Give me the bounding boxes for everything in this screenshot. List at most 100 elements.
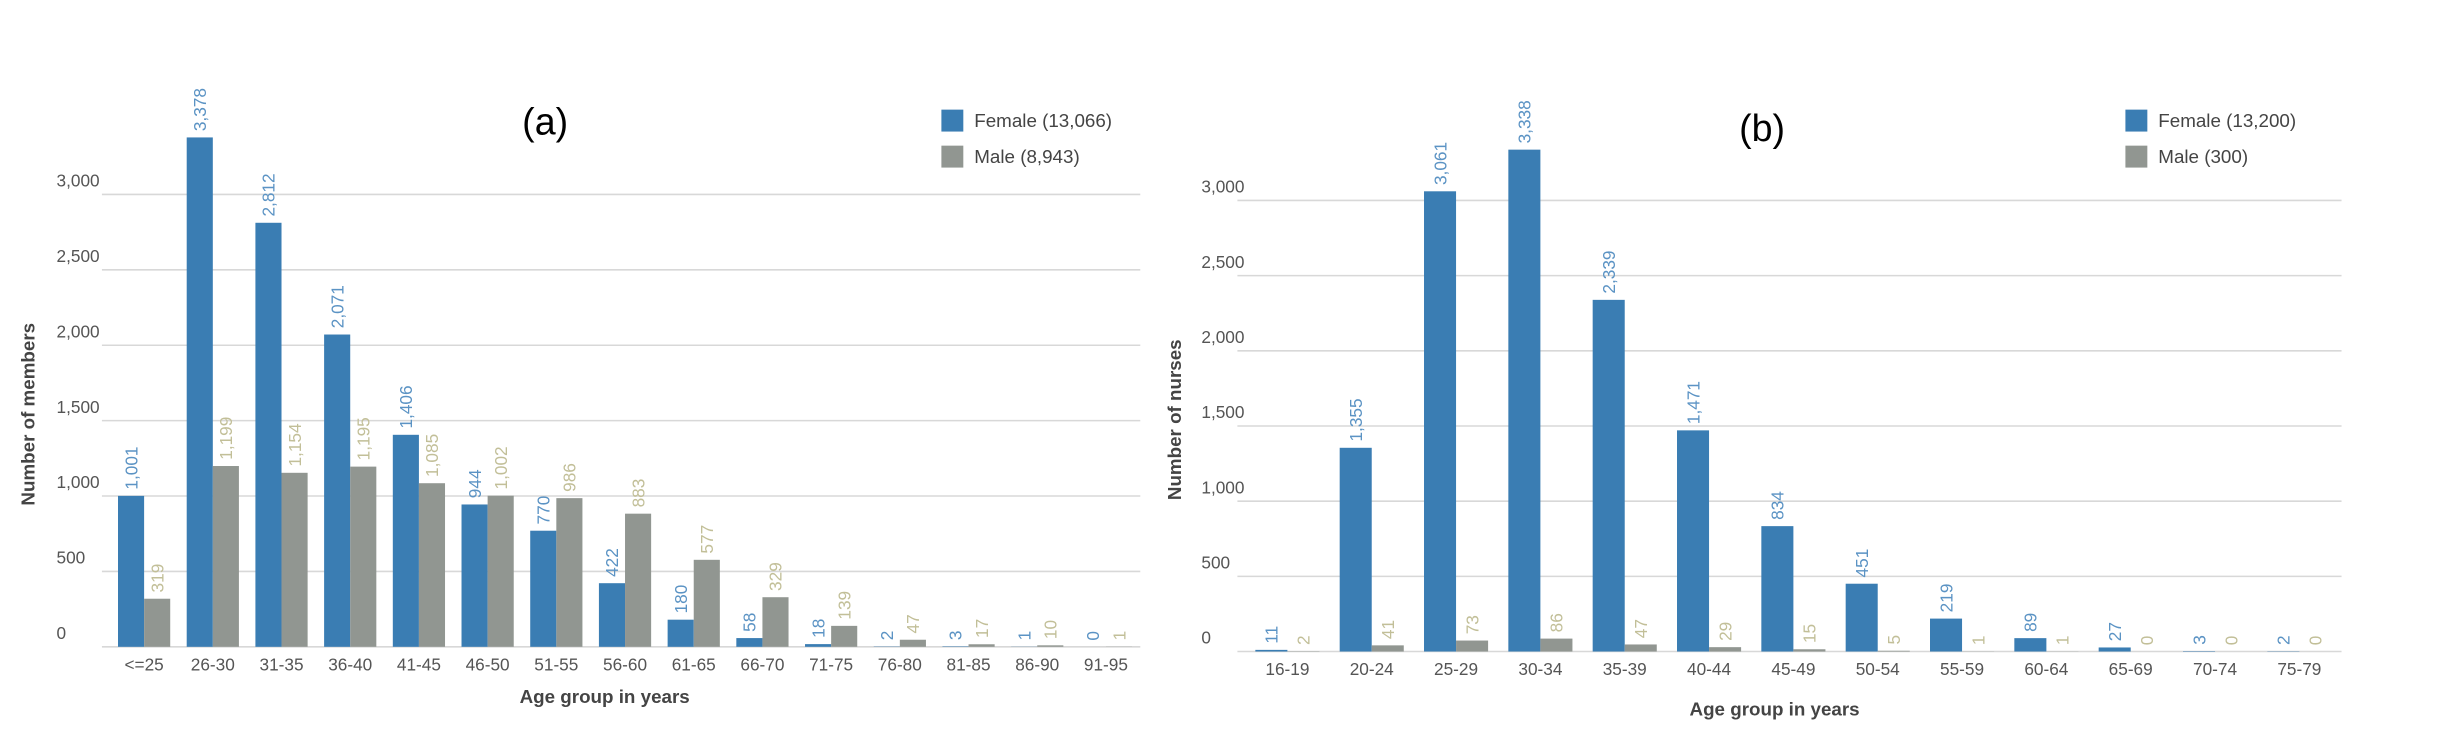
value-label: 41 (1378, 620, 1398, 639)
value-label: 15 (1800, 624, 1820, 643)
x-tick-label: 45-49 (1771, 659, 1815, 679)
y-tick-label: 1,500 (1201, 402, 1244, 422)
x-axis-label: Age group in years (1690, 699, 1860, 720)
value-label: 1,471 (1683, 381, 1703, 424)
x-tick-label: <=25 (124, 654, 163, 674)
x-tick-label: 71-75 (809, 654, 853, 674)
annotation: (a) (522, 101, 568, 143)
value-label: 47 (1631, 619, 1651, 638)
value-label: 0 (2137, 636, 2157, 646)
bar (530, 530, 557, 647)
value-label: 2,071 (327, 285, 347, 328)
bar (556, 498, 583, 647)
value-label: 0 (2306, 636, 2326, 646)
chart: 05001,0001,5002,0002,5003,000<=251,00131… (18, 88, 1141, 707)
bar (625, 513, 652, 647)
value-label: 577 (697, 525, 717, 554)
value-label: 1,406 (396, 385, 416, 428)
value-label: 986 (560, 463, 580, 492)
x-tick-label: 60-64 (2024, 659, 2068, 679)
bar (667, 619, 694, 647)
value-label: 1 (1014, 631, 1034, 641)
y-tick-label: 2,000 (1201, 327, 1244, 347)
x-tick-label: 20-24 (1350, 659, 1394, 679)
bar (1877, 650, 1910, 652)
bar (487, 495, 514, 647)
bar (831, 625, 858, 647)
value-label: 86 (1547, 613, 1567, 632)
x-tick-label: 61-65 (672, 654, 716, 674)
value-label: 770 (534, 496, 554, 525)
x-tick-label: 65-69 (2109, 659, 2153, 679)
bar (1592, 299, 1625, 652)
x-tick-label: 86-90 (1015, 654, 1059, 674)
x-tick-label: 75-79 (2277, 659, 2321, 679)
x-tick-label: 66-70 (740, 654, 784, 674)
value-label: 3 (2189, 635, 2209, 645)
value-label: 29 (1715, 622, 1735, 641)
x-tick-label: 50-54 (1856, 659, 1900, 679)
y-tick-label: 2,500 (1201, 252, 1244, 272)
x-tick-label: 91-95 (1084, 654, 1128, 674)
x-tick-label: 46-50 (466, 654, 510, 674)
legend-swatch (941, 145, 964, 168)
bar (1037, 645, 1064, 647)
y-tick-label: 1,000 (1201, 477, 1244, 497)
bar (1624, 644, 1657, 652)
y-tick-label: 500 (1201, 553, 1230, 573)
value-label: 319 (147, 564, 167, 593)
x-tick-label: 36-40 (328, 654, 372, 674)
value-label: 1,002 (491, 446, 511, 489)
legend-label: Male (300) (2158, 146, 2248, 167)
bar (1339, 447, 1372, 652)
value-label: 2 (2274, 635, 2294, 645)
legend-swatch (2125, 145, 2148, 168)
bar (1761, 526, 1794, 652)
x-tick-label: 25-29 (1434, 659, 1478, 679)
value-label: 5 (1884, 635, 1904, 645)
legend-swatch (941, 109, 964, 132)
annotation: (b) (1739, 107, 1785, 149)
value-label: 27 (2105, 622, 2125, 641)
bar (392, 434, 419, 647)
value-label: 180 (671, 585, 691, 614)
value-label: 2,812 (259, 173, 279, 216)
bar (1424, 191, 1457, 652)
value-label: 1,195 (354, 417, 374, 460)
x-tick-label: 26-30 (191, 654, 235, 674)
value-label: 3,378 (190, 88, 210, 131)
y-tick-label: 2,500 (57, 246, 100, 266)
bar (693, 559, 720, 647)
value-label: 1 (1968, 636, 1988, 646)
value-label: 73 (1462, 615, 1482, 634)
value-label: 2 (877, 631, 897, 641)
value-label: 11 (1262, 626, 1282, 644)
value-label: 58 (740, 613, 760, 632)
value-label: 3,338 (1515, 100, 1535, 143)
chart: 0 500 1,000 1,500 2,000 2,500 3,000 16-19 11 2 20-… (1164, 100, 2342, 720)
bar (418, 483, 446, 647)
bar (118, 495, 145, 647)
y-tick-label: 0 (57, 623, 67, 643)
bar (212, 466, 239, 647)
x-tick-label: 55-59 (1940, 659, 1984, 679)
x-tick-label: 76-80 (878, 654, 922, 674)
value-label: 1,085 (422, 434, 442, 477)
value-label: 1,199 (216, 417, 236, 460)
bar (805, 644, 832, 647)
value-label: 1,154 (285, 423, 305, 467)
y-tick-label: 3,000 (57, 171, 100, 191)
y-tick-label: 1,000 (57, 472, 100, 492)
bar (1508, 149, 1541, 652)
value-label: 139 (834, 591, 854, 620)
x-axis-label: Age group in years (520, 686, 690, 707)
y-tick-label: 3,000 (1201, 177, 1244, 197)
x-tick-label: 16-19 (1265, 659, 1309, 679)
x-tick-label: 30-34 (1518, 659, 1562, 679)
value-label: 0 (1083, 631, 1103, 641)
x-tick-label: 35-39 (1603, 659, 1647, 679)
value-label: 219 (1936, 584, 1956, 613)
value-label: 1 (1109, 631, 1129, 641)
bar (2098, 647, 2131, 652)
